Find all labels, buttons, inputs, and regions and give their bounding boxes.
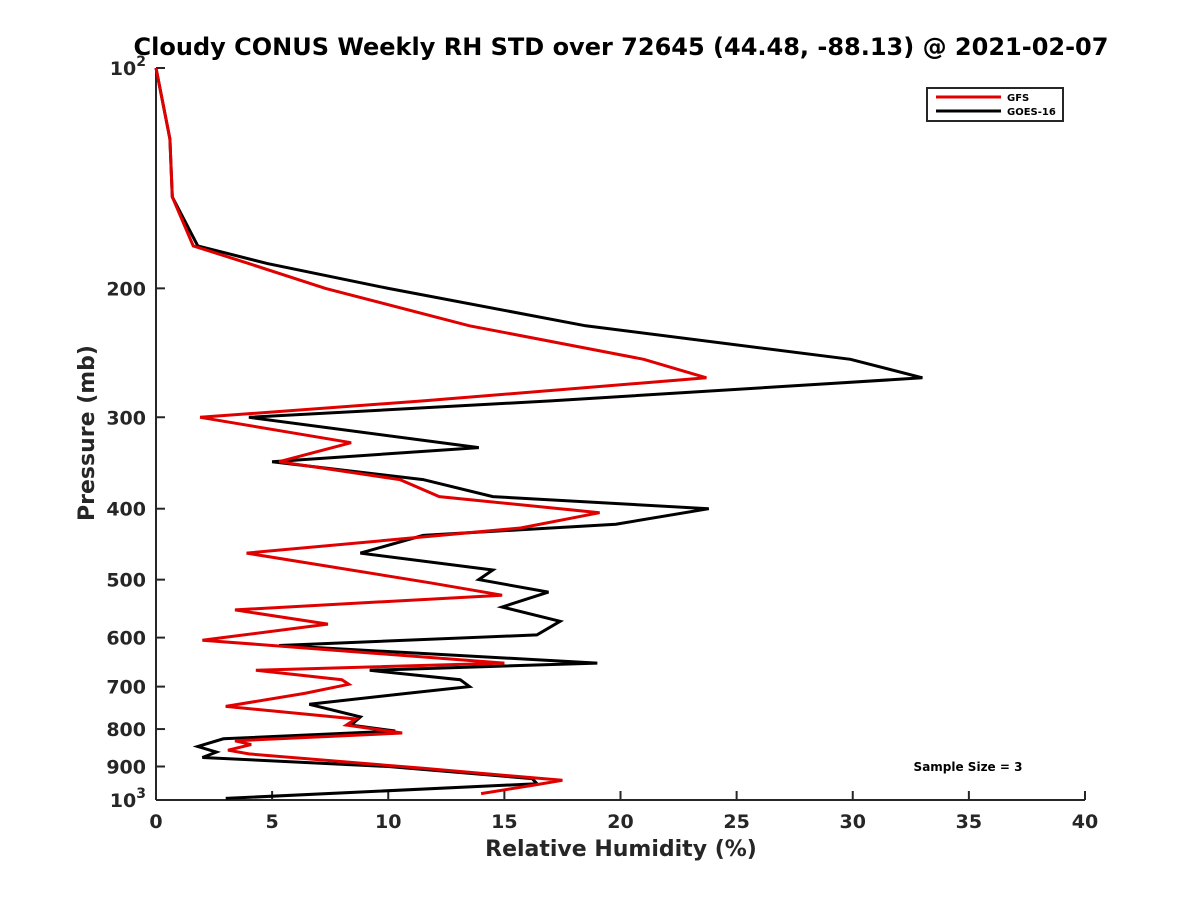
y-tick-label: 500	[106, 570, 146, 592]
y-tick-label: 400	[106, 499, 146, 521]
chart-title: Cloudy CONUS Weekly RH STD over 72645 (4…	[134, 33, 1109, 61]
series-layer	[154, 67, 923, 800]
y-tick-label-base: 10	[110, 58, 136, 80]
legend-label: GOES-16	[1007, 107, 1056, 118]
x-tick-label: 40	[1072, 811, 1098, 833]
y-axis-title: Pressure (mb)	[75, 345, 100, 521]
y-tick-label: 800	[106, 719, 146, 741]
axes: 0 5 10 15 20 25 30 35 40102200300400500600700800…	[106, 54, 1098, 833]
x-tick-label: 25	[723, 811, 749, 833]
y-tick-label-base: 10	[110, 790, 136, 812]
sample-size-annotation: Sample Size = 3	[914, 760, 1023, 774]
x-tick-label: 0	[149, 811, 162, 833]
y-tick-label: 102	[110, 54, 146, 80]
legend-label: GFS	[1007, 93, 1029, 104]
y-tick-label: 600	[106, 628, 146, 650]
x-tick-label: 5	[266, 811, 279, 833]
x-tick-label: 15	[491, 811, 517, 833]
x-tick-label: 35	[956, 811, 982, 833]
series-line-gfs	[154, 67, 707, 796]
y-tick-label: 700	[106, 677, 146, 699]
x-tick-label: 20	[607, 811, 633, 833]
y-tick-label: 103	[110, 786, 146, 812]
y-tick-label: 200	[106, 278, 146, 300]
legend: GFS GOES-16	[926, 87, 1064, 122]
y-tick-label-exponent: 2	[136, 54, 146, 70]
x-axis-title: Relative Humidity (%)	[485, 837, 757, 862]
x-tick-label: 10	[375, 811, 401, 833]
legend-box	[926, 87, 1064, 122]
y-tick-label-exponent: 3	[136, 786, 146, 802]
x-tick-label: 30	[840, 811, 866, 833]
y-tick-label: 900	[106, 757, 146, 779]
series-line-goes-16	[154, 67, 923, 800]
y-tick-label: 300	[106, 407, 146, 429]
